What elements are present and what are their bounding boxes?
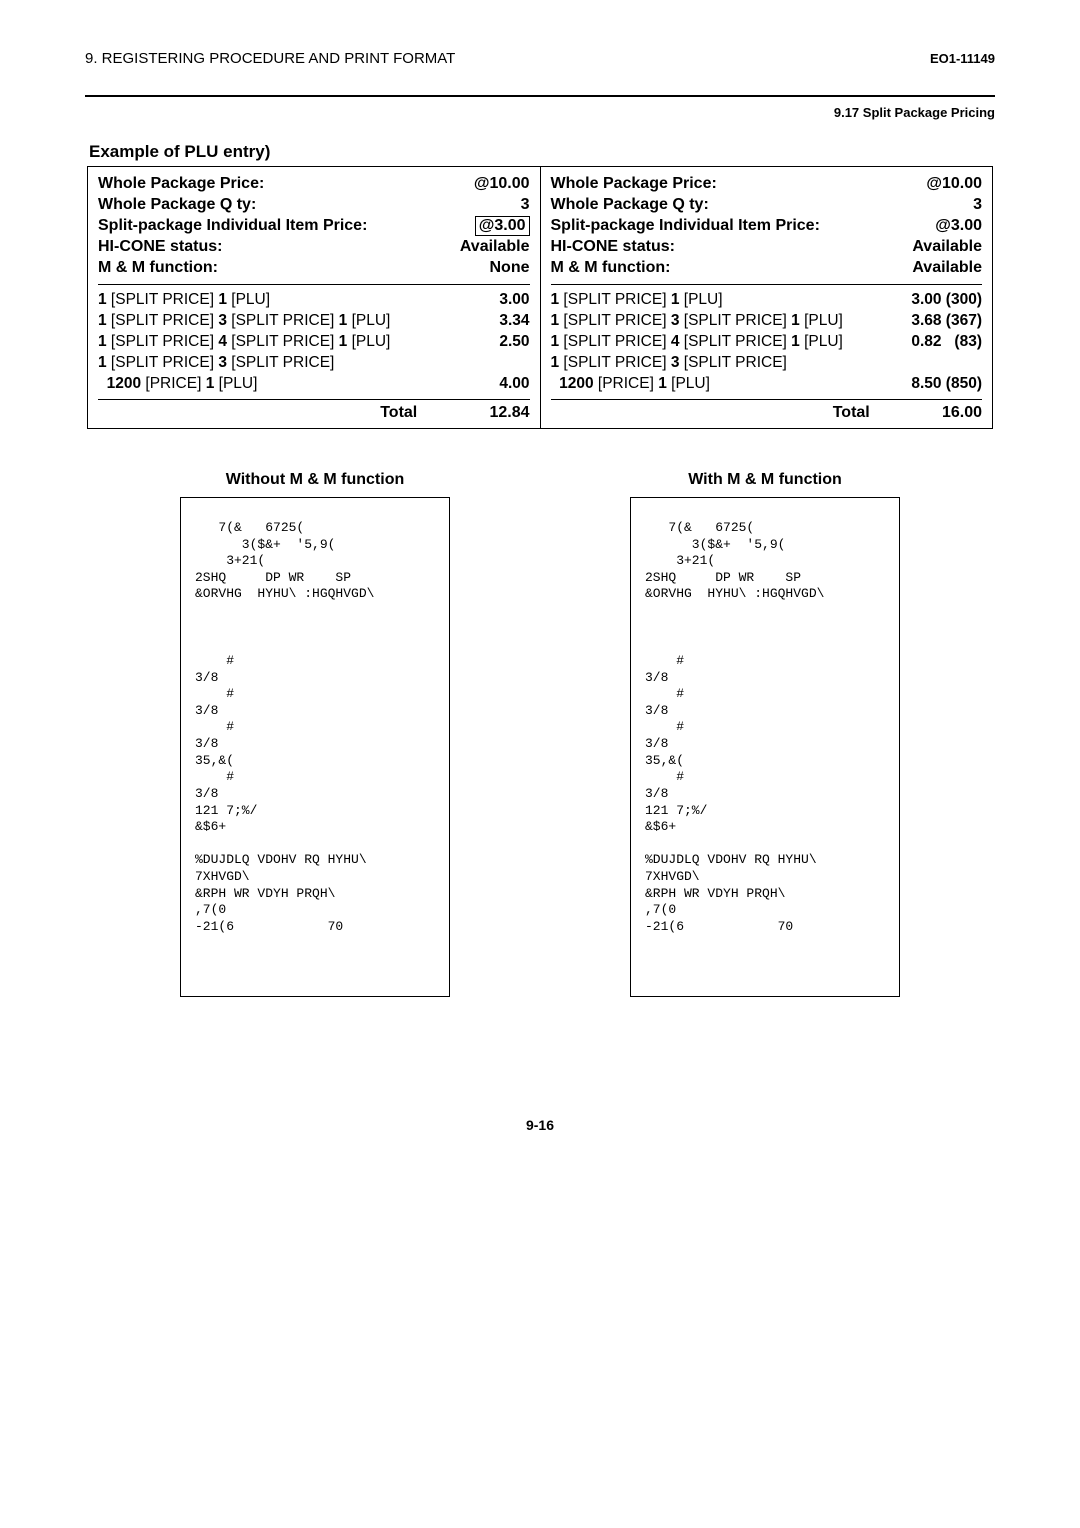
panel-row-label: M & M function:: [98, 257, 218, 278]
panel-row-value: None: [490, 257, 530, 278]
panel-row-label: Split-package Individual Item Price:: [551, 215, 820, 236]
entry-amount: 3.00 (300): [911, 289, 982, 310]
entry-sequence: 1 [SPLIT PRICE] 3 [SPLIT PRICE]: [551, 352, 787, 373]
panel-row: Whole Package Price: @10.00: [551, 173, 983, 194]
entry-sequence: 1 [SPLIT PRICE] 1 [PLU]: [551, 289, 723, 310]
panel-row-value: 3: [521, 194, 530, 215]
panel-row-label: M & M function:: [551, 257, 671, 278]
receipts-block: Without M & M function 7(& 6725( 3($&+ '…: [85, 471, 995, 997]
panel-row-value: 3: [973, 194, 982, 215]
entry-amount: 8.50 (850): [911, 373, 982, 394]
panel-row: Split-package Individual Item Price: @3.0…: [98, 215, 530, 236]
panel-row-label: Split-package Individual Item Price:: [98, 215, 367, 236]
entry-sequence: 1 [SPLIT PRICE] 3 [SPLIT PRICE] 1 [PLU]: [551, 310, 843, 331]
page-number: 9-16: [85, 1117, 995, 1133]
panel-row-value: @10.00: [474, 173, 530, 194]
entry-line: 1 [SPLIT PRICE] 4 [SPLIT PRICE] 1 [PLU] 2…: [98, 331, 530, 352]
panel-row: M & M function: None: [98, 257, 530, 278]
entry-line: 1 [SPLIT PRICE] 3 [SPLIT PRICE] 1 [PLU] 3…: [551, 310, 983, 331]
panel-row-label: Whole Package Q ty:: [98, 194, 256, 215]
entry-line: 1 [SPLIT PRICE] 1 [PLU] 3.00 (300): [551, 289, 983, 310]
total-row: Total16.00: [551, 404, 983, 422]
entry-line: 1 [SPLIT PRICE] 3 [SPLIT PRICE]: [551, 352, 983, 373]
panel-row-value: Available: [912, 236, 982, 257]
example-title: Example of PLU entry): [89, 142, 995, 162]
panel-row-label: Whole Package Price:: [551, 173, 717, 194]
panel-row: HI-CONE status: Available: [551, 236, 983, 257]
panel-row: M & M function: Available: [551, 257, 983, 278]
receipt-right: 7(& 6725( 3($&+ '5,9( 3+21( 2SHQ DP WR S…: [630, 497, 900, 997]
panel-row: Whole Package Q ty: 3: [551, 194, 983, 215]
panel-row-label: Whole Package Price:: [98, 173, 264, 194]
entry-sequence: 1 [SPLIT PRICE] 1 [PLU]: [98, 289, 270, 310]
entry-amount: 4.00: [499, 373, 529, 394]
entry-sequence: 1 [SPLIT PRICE] 3 [SPLIT PRICE]: [98, 352, 334, 373]
entry-line: 1 [SPLIT PRICE] 3 [SPLIT PRICE]: [98, 352, 530, 373]
entry-amount: 0.82 (83): [911, 331, 982, 352]
entry-line: 1 [SPLIT PRICE] 1 [PLU] 3.00: [98, 289, 530, 310]
entry-line: 1 [SPLIT PRICE] 4 [SPLIT PRICE] 1 [PLU] 0…: [551, 331, 983, 352]
panel-right: Whole Package Price:@10.00Whole Package …: [541, 167, 993, 428]
receipt-right-title: With M & M function: [630, 471, 900, 489]
doc-code: EO1-11149: [930, 51, 995, 66]
panel-row: Split-package Individual Item Price: @3.0…: [551, 215, 983, 236]
entry-sequence: 1 [SPLIT PRICE] 4 [SPLIT PRICE] 1 [PLU]: [551, 331, 843, 352]
panel-row-value: @10.00: [926, 173, 982, 194]
entry-sequence: 1 [SPLIT PRICE] 3 [SPLIT PRICE] 1 [PLU]: [98, 310, 390, 331]
panel-row-value: Available: [912, 257, 982, 278]
total-label: Total: [551, 404, 942, 422]
panel-row-label: HI-CONE status:: [98, 236, 222, 257]
panel-row-label: HI-CONE status:: [551, 236, 675, 257]
example-panels: Whole Package Price:@10.00Whole Package …: [87, 166, 993, 429]
entry-line: 1 [SPLIT PRICE] 3 [SPLIT PRICE] 1 [PLU] 3…: [98, 310, 530, 331]
entry-sequence: 1200 [PRICE] 1 [PLU]: [551, 373, 710, 394]
entry-amount: 3.68 (367): [911, 310, 982, 331]
entry-amount: 2.50: [499, 331, 529, 352]
entry-amount: 3.34: [499, 310, 529, 331]
panel-row: Whole Package Price: @10.00: [98, 173, 530, 194]
panel-left: Whole Package Price:@10.00Whole Package …: [88, 167, 541, 428]
panel-row: Whole Package Q ty: 3: [98, 194, 530, 215]
panel-row-label: Whole Package Q ty:: [551, 194, 709, 215]
entry-sequence: 1200 [PRICE] 1 [PLU]: [98, 373, 257, 394]
entry-amount: 3.00: [499, 289, 529, 310]
total-value: 16.00: [942, 404, 982, 422]
entry-sequence: 1 [SPLIT PRICE] 4 [SPLIT PRICE] 1 [PLU]: [98, 331, 390, 352]
header-rule: [85, 95, 995, 97]
panel-row-value: @3.00: [475, 215, 530, 236]
receipt-left: 7(& 6725( 3($&+ '5,9( 3+21( 2SHQ DP WR S…: [180, 497, 450, 997]
total-row: Total12.84: [98, 404, 530, 422]
total-label: Total: [98, 404, 489, 422]
total-value: 12.84: [489, 404, 529, 422]
panel-row: HI-CONE status: Available: [98, 236, 530, 257]
panel-row-value: @3.00: [935, 215, 982, 236]
section-header-left: 9. REGISTERING PROCEDURE AND PRINT FORMA…: [85, 50, 455, 67]
panel-row-value: Available: [460, 236, 530, 257]
subsection-header: 9.17 Split Package Pricing: [85, 105, 995, 120]
entry-line: 1200 [PRICE] 1 [PLU] 8.50 (850): [551, 373, 983, 394]
receipt-left-title: Without M & M function: [180, 471, 450, 489]
entry-line: 1200 [PRICE] 1 [PLU] 4.00: [98, 373, 530, 394]
